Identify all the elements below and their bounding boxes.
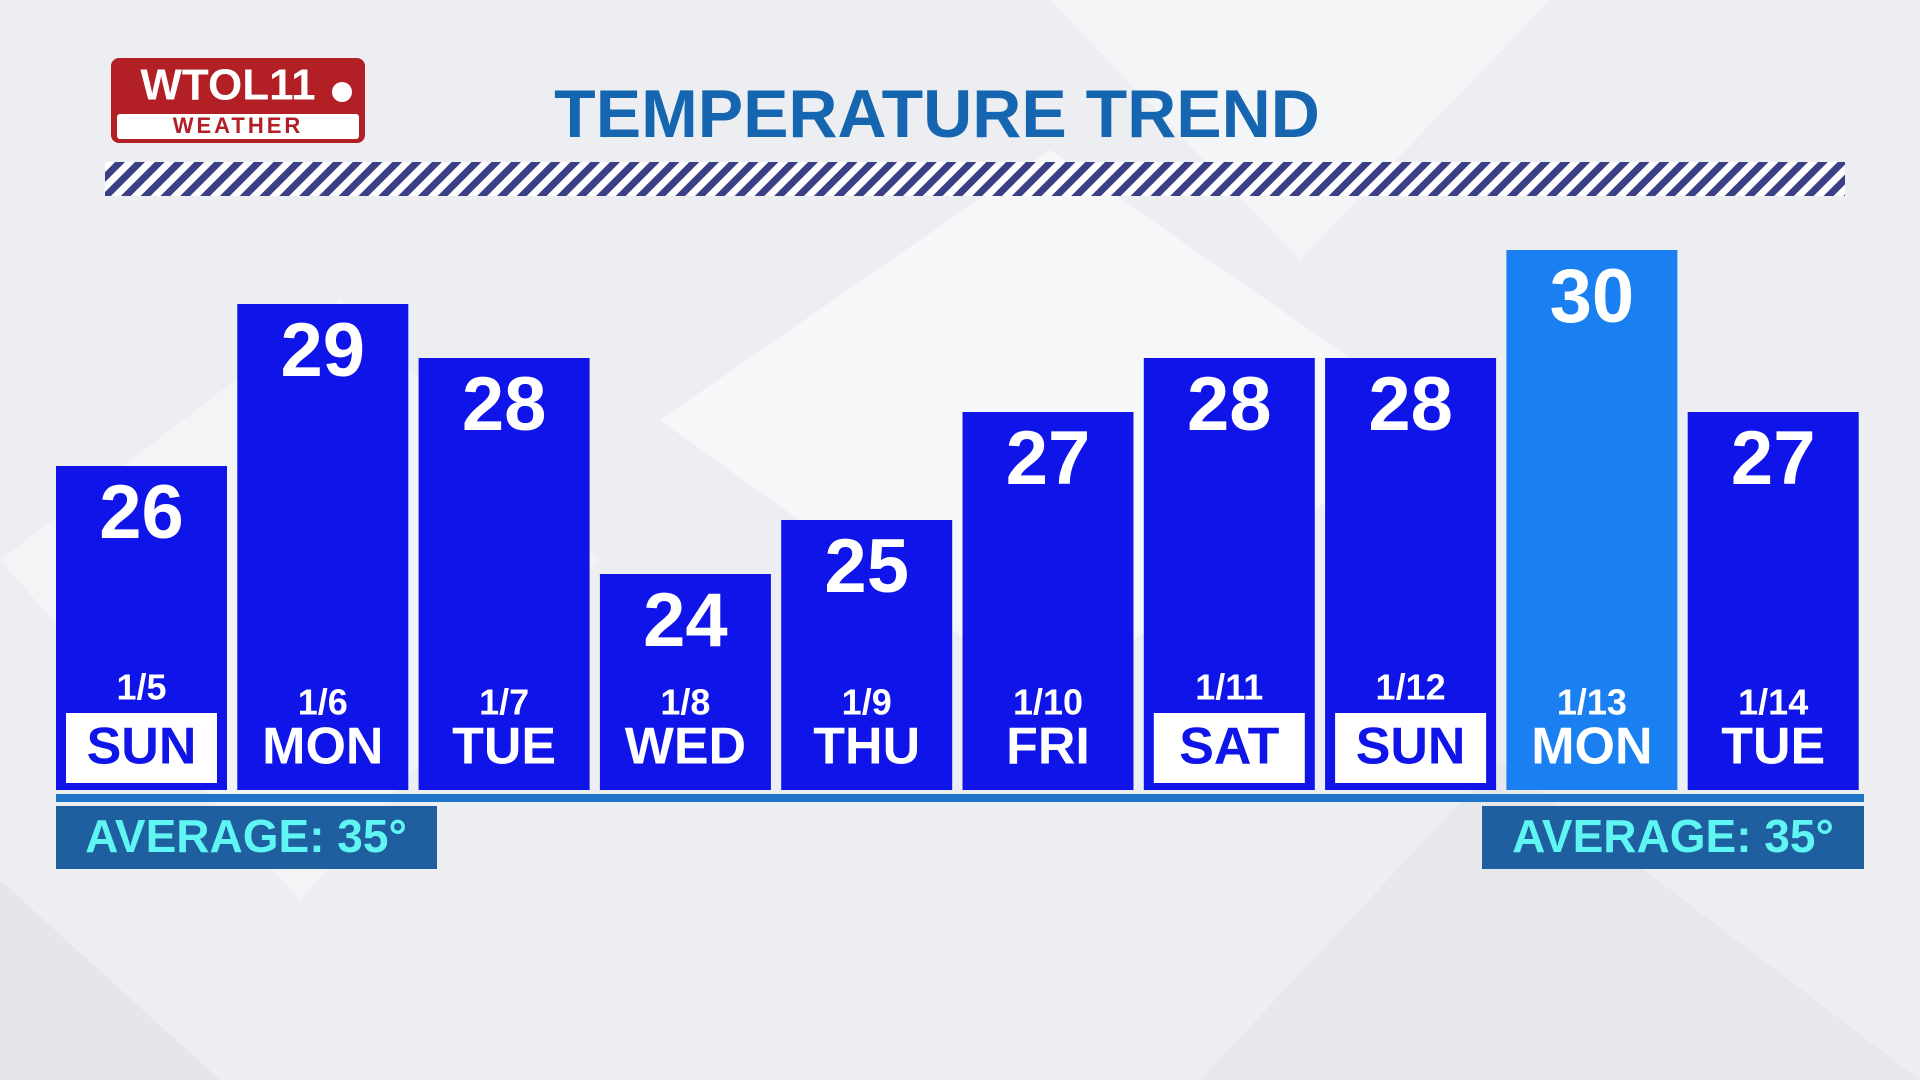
average-label: AVERAGE: 35° [85,810,407,862]
date-label: 1/14 [1738,682,1808,723]
bar [962,412,1134,790]
date-label: 1/13 [1557,682,1627,723]
value-label: 26 [99,470,184,555]
average-box [1482,806,1864,869]
value-label: 25 [824,524,909,609]
value-label: 28 [462,362,547,447]
day-box [1153,713,1305,783]
value-label: 27 [1731,416,1816,501]
date-label: 1/12 [1376,667,1446,708]
average-box [56,806,437,869]
date-label: 1/6 [298,682,348,723]
bar [418,358,590,790]
logo-subtitle: WEATHER [173,113,304,138]
date-label: 1/10 [1013,682,1083,723]
bg-shape [1200,760,1920,1080]
title-stripe [105,162,1845,196]
bar [599,574,771,790]
average-label: AVERAGE: 35° [1512,810,1834,862]
day-label: SUN [1356,718,1466,776]
day-label: TUE [452,718,556,776]
day-label: SAT [1179,718,1279,776]
logo-band [117,114,359,139]
value-label: 27 [1006,416,1091,501]
date-label: 1/11 [1195,667,1263,708]
value-label: 29 [281,308,366,393]
day-box [1335,713,1487,783]
date-label: 1/9 [842,682,892,723]
bg-shape [1050,0,1550,260]
day-label: SUN [87,718,197,776]
bar [1687,412,1859,790]
bar [237,304,409,790]
day-label: WED [625,718,746,776]
bar [781,520,953,790]
day-label: MON [1531,718,1652,776]
day-label: MON [262,718,383,776]
chart-title: TEMPERATURE TREND [554,76,1320,152]
logo-eye [332,82,352,102]
average-line [56,794,1864,802]
value-label: 30 [1550,254,1635,339]
logo-name: WTOL11 [140,61,315,110]
date-label: 1/5 [116,667,166,708]
bar [1506,250,1678,790]
day-box [66,713,217,783]
value-label: 24 [643,578,728,663]
day-label: THU [813,718,920,776]
day-label: TUE [1721,718,1825,776]
bg-shape [0,880,220,1080]
day-label: FRI [1006,718,1090,776]
value-label: 28 [1368,362,1453,447]
date-label: 1/7 [479,682,529,723]
value-label: 28 [1187,362,1272,447]
logo: WTOL11 WEATHER [111,58,365,143]
date-label: 1/8 [660,682,710,723]
